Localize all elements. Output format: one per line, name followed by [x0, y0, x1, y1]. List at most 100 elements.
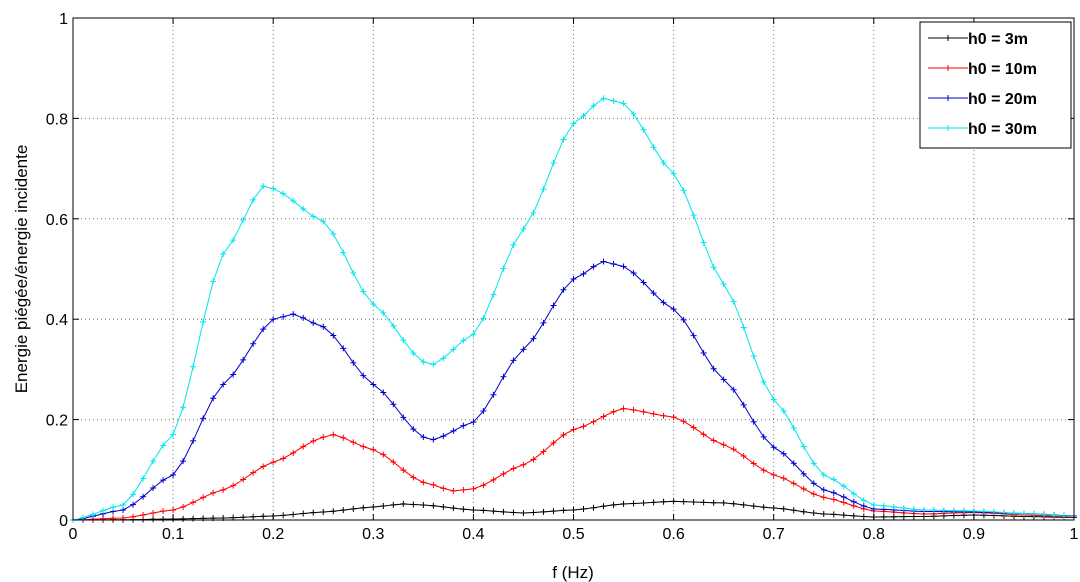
data-point-marker	[580, 423, 587, 430]
data-point-marker	[970, 507, 977, 514]
data-point-marker	[150, 516, 157, 523]
data-point-marker	[370, 503, 377, 510]
data-point-marker	[640, 126, 647, 133]
data-point-marker	[510, 509, 517, 516]
data-point-marker	[720, 281, 727, 288]
data-point-marker	[400, 337, 407, 344]
data-point-marker	[250, 340, 257, 347]
data-point-marker	[660, 498, 667, 505]
data-point-marker	[510, 465, 517, 472]
x-tick-label: 0.1	[162, 526, 184, 543]
data-point-marker	[720, 441, 727, 448]
data-point-marker	[860, 503, 867, 510]
data-point-marker	[800, 508, 807, 515]
x-tick-label: 1	[1070, 526, 1079, 543]
data-point-marker	[720, 376, 727, 383]
data-point-marker	[180, 503, 187, 510]
data-point-marker	[830, 476, 837, 483]
data-point-marker	[780, 505, 787, 512]
data-point-marker	[770, 504, 777, 511]
data-point-marker	[650, 144, 657, 151]
data-point-marker	[810, 510, 817, 517]
data-point-marker	[150, 458, 157, 465]
x-tick-label: 0.5	[562, 526, 584, 543]
data-point-marker	[750, 460, 757, 467]
legend-entry-label: h0 = 30m	[968, 121, 1037, 138]
data-point-marker	[980, 508, 987, 515]
data-point-marker	[690, 424, 697, 431]
data-point-marker	[190, 437, 197, 444]
data-point-marker	[780, 407, 787, 414]
x-tick-label: 0.2	[262, 526, 284, 543]
data-point-marker	[540, 448, 547, 455]
data-point-marker	[100, 515, 107, 522]
data-point-marker	[940, 507, 947, 514]
legend-swatch-marker	[945, 125, 951, 131]
x-tick-label: 0.4	[462, 526, 484, 543]
data-point-marker	[470, 419, 477, 426]
data-point-marker	[900, 505, 907, 512]
data-point-marker	[560, 286, 567, 293]
data-point-marker	[620, 100, 627, 107]
data-point-marker	[760, 467, 767, 474]
x-tick-label: 0.7	[763, 526, 785, 543]
data-point-marker	[500, 470, 507, 477]
data-point-marker	[460, 486, 467, 493]
y-tick-label: 0.4	[46, 312, 68, 329]
data-point-marker	[450, 427, 457, 434]
data-point-marker	[250, 513, 257, 520]
data-point-marker	[710, 437, 717, 444]
x-tick-label: 0.8	[863, 526, 885, 543]
data-point-marker	[470, 485, 477, 492]
data-point-marker	[410, 474, 417, 481]
data-point-marker	[490, 476, 497, 483]
data-point-marker	[850, 498, 857, 505]
data-point-marker	[670, 498, 677, 505]
data-point-marker	[160, 508, 167, 515]
data-point-marker	[270, 185, 277, 192]
data-point-marker	[830, 511, 837, 518]
data-point-marker	[750, 503, 757, 510]
data-point-marker	[640, 499, 647, 506]
data-point-marker	[850, 490, 857, 497]
data-point-marker	[230, 371, 237, 378]
data-point-marker	[920, 506, 927, 513]
data-point-marker	[730, 386, 737, 393]
data-point-marker	[590, 418, 597, 425]
y-tick-label: 0.2	[46, 413, 68, 430]
data-point-marker	[790, 460, 797, 467]
data-point-marker	[740, 324, 747, 331]
data-point-marker	[610, 408, 617, 415]
data-point-marker	[190, 363, 197, 370]
data-point-marker	[1010, 510, 1017, 517]
data-point-marker	[270, 316, 277, 323]
data-point-marker	[550, 160, 557, 167]
data-point-marker	[400, 414, 407, 421]
data-point-marker	[340, 434, 347, 441]
data-point-marker	[350, 439, 357, 446]
data-point-marker	[1060, 513, 1067, 520]
data-point-marker	[630, 269, 637, 276]
data-point-marker	[580, 270, 587, 277]
data-point-marker	[440, 433, 447, 440]
data-point-marker	[620, 405, 627, 412]
data-point-marker	[410, 350, 417, 357]
data-point-marker	[570, 506, 577, 513]
data-point-marker	[290, 449, 297, 456]
data-point-marker	[550, 439, 557, 446]
data-point-marker	[260, 326, 267, 333]
data-point-marker	[90, 511, 97, 518]
data-point-marker	[180, 515, 187, 522]
data-point-marker	[340, 345, 347, 352]
data-point-marker	[500, 265, 507, 272]
data-point-marker	[130, 491, 137, 498]
series-layer	[70, 95, 1077, 523]
data-point-marker	[1050, 512, 1057, 519]
data-point-marker	[570, 276, 577, 283]
data-point-marker	[750, 353, 757, 360]
data-point-marker	[400, 500, 407, 507]
data-point-marker	[850, 512, 857, 519]
data-point-marker	[600, 503, 607, 510]
data-point-marker	[720, 499, 727, 506]
data-point-marker	[670, 414, 677, 421]
